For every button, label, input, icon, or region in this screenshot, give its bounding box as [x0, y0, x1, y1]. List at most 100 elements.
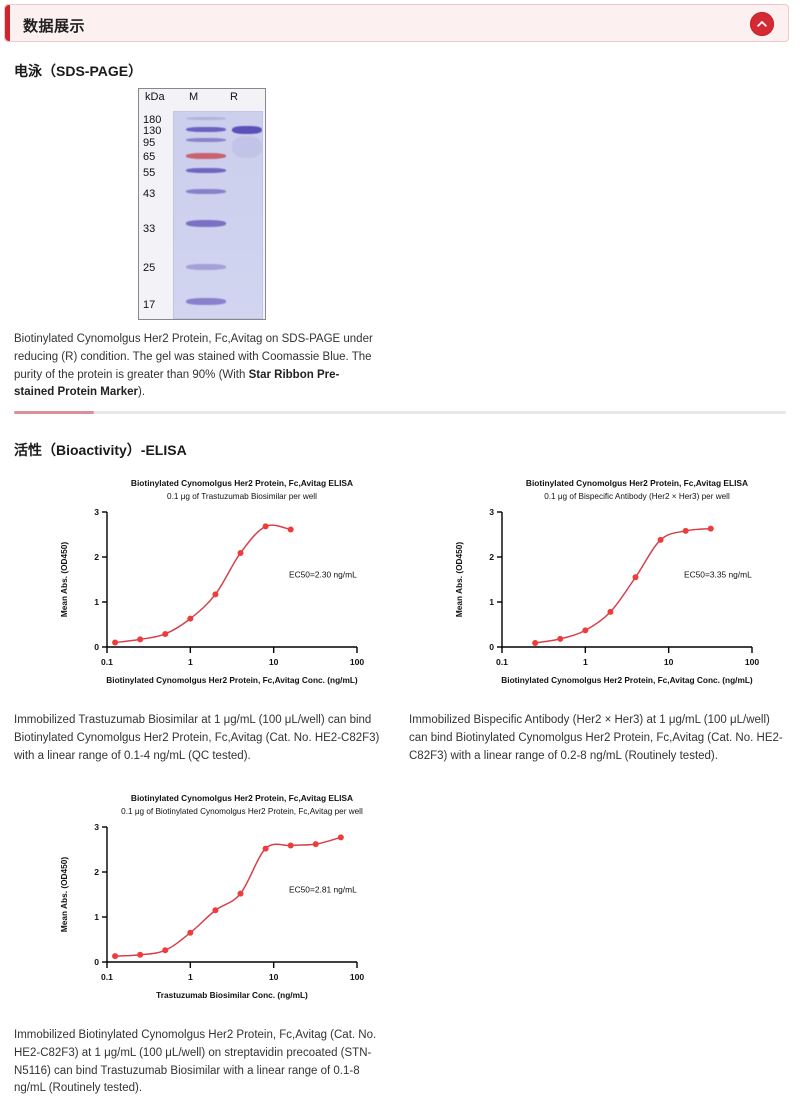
chart-subtitle: 0.1 μg of Bispecific Antibody (Her2 × He…	[544, 492, 730, 501]
y-tick-label: 0	[94, 642, 99, 652]
gel-lane-header-marker: M	[189, 91, 199, 103]
gel-band-sample-main	[232, 126, 262, 134]
mw-label-55: 55	[143, 167, 156, 179]
x-tick-label: 0.1	[101, 972, 113, 982]
x-tick-label: 100	[350, 972, 365, 982]
fit-curve	[535, 527, 711, 644]
y-tick-label: 3	[94, 822, 99, 832]
gel-band-marker-95	[186, 138, 226, 142]
ec50-annotation: EC50=3.35 ng/mL	[684, 569, 752, 579]
elisa-plot-svg: Biotinylated Cynomolgus Her2 Protein, Fc…	[59, 793, 365, 1000]
gel-lanes	[173, 111, 263, 319]
data-point	[212, 907, 219, 914]
x-tick-label: 10	[269, 657, 279, 667]
mw-label-33: 33	[143, 223, 156, 235]
x-tick-label: 100	[350, 657, 365, 667]
gel-band-marker-25	[186, 264, 226, 270]
data-point	[187, 615, 194, 622]
data-point	[137, 636, 144, 643]
data-point	[557, 635, 564, 642]
section-divider	[14, 411, 786, 414]
chevron-up-icon	[757, 21, 767, 27]
data-point	[112, 639, 119, 646]
data-point	[682, 527, 689, 534]
y-tick-label: 1	[489, 597, 494, 607]
y-tick-label: 1	[94, 597, 99, 607]
x-tick-label: 0.1	[101, 657, 113, 667]
sds-page-gel-image: kDa M R 180 130 95 65 55 43 33 25 17	[138, 88, 266, 320]
data-point	[237, 890, 244, 897]
x-tick-label: 0.1	[496, 657, 508, 667]
gel-caption-text: Biotinylated Cynomolgus Her2 Protein, Fc…	[14, 333, 373, 381]
y-tick-label: 0	[489, 642, 494, 652]
divider-accent-segment	[14, 411, 94, 414]
data-point	[532, 639, 539, 646]
gel-band-marker-130	[186, 127, 226, 132]
chart-title: Biotinylated Cynomolgus Her2 Protein, Fc…	[131, 793, 353, 803]
elisa-plot-svg: Biotinylated Cynomolgus Her2 Protein, Fc…	[454, 478, 760, 685]
y-axis-label: Mean Abs. (OD450)	[454, 542, 464, 618]
y-axis-label: Mean Abs. (OD450)	[59, 542, 69, 618]
data-point	[112, 953, 119, 960]
y-tick-label: 1	[94, 912, 99, 922]
chart-title: Biotinylated Cynomolgus Her2 Protein, Fc…	[131, 478, 353, 488]
data-point	[287, 842, 294, 849]
panel-header: 数据展示	[4, 4, 789, 42]
x-tick-label: 100	[745, 657, 760, 667]
y-tick-label: 3	[489, 507, 494, 517]
elisa-chart-2: Biotinylated Cynomolgus Her2 Protein, Fc…	[440, 470, 800, 685]
mw-label-65: 65	[143, 151, 156, 163]
header-accent-bar	[5, 5, 10, 41]
gel-band-marker-180	[186, 117, 226, 120]
fit-curve	[115, 836, 342, 957]
gel-band-marker-17	[186, 298, 226, 305]
section-heading-bioactivity: 活性（Bioactivity）-ELISA	[14, 442, 187, 458]
data-point	[237, 549, 244, 556]
elisa-chart-3: Biotinylated Cynomolgus Her2 Protein, Fc…	[45, 785, 405, 1000]
data-point	[632, 574, 639, 581]
gel-lane-header-kda: kDa	[145, 91, 165, 103]
data-point	[162, 947, 169, 954]
elisa-caption-3: Immobilized Biotinylated Cynomolgus Her2…	[14, 1029, 377, 1095]
x-tick-label: 10	[664, 657, 674, 667]
mw-label-25: 25	[143, 262, 156, 274]
data-point	[287, 526, 294, 533]
data-point	[262, 845, 269, 852]
elisa-caption-2: Immobilized Bispecific Antibody (Her2 × …	[409, 714, 783, 762]
mw-label-43: 43	[143, 188, 156, 200]
y-tick-label: 2	[489, 552, 494, 562]
mw-label-17: 17	[143, 299, 156, 311]
chart-title: Biotinylated Cynomolgus Her2 Protein, Fc…	[526, 478, 748, 488]
gel-lane-header-reducing: R	[230, 91, 238, 103]
collapse-panel-button[interactable]	[750, 12, 774, 36]
x-tick-label: 1	[188, 657, 193, 667]
elisa-plot-svg: Biotinylated Cynomolgus Her2 Protein, Fc…	[59, 478, 365, 685]
y-axis-label: Mean Abs. (OD450)	[59, 857, 69, 933]
x-axis-label: Biotinylated Cynomolgus Her2 Protein, Fc…	[501, 675, 753, 685]
y-tick-label: 2	[94, 867, 99, 877]
mw-label-95: 95	[143, 137, 156, 149]
mw-label-130: 130	[143, 125, 162, 137]
gel-caption-tail: ).	[137, 386, 146, 399]
data-point	[162, 630, 169, 637]
elisa-caption-1: Immobilized Trastuzumab Biosimilar at 1 …	[14, 714, 380, 762]
elisa-chart-1: Biotinylated Cynomolgus Her2 Protein, Fc…	[45, 470, 405, 685]
data-point	[187, 929, 194, 936]
fit-curve	[114, 524, 291, 644]
x-axis-label: Biotinylated Cynomolgus Her2 Protein, Fc…	[106, 675, 358, 685]
data-point	[312, 841, 319, 848]
y-tick-label: 3	[94, 507, 99, 517]
data-point	[607, 608, 614, 615]
ec50-annotation: EC50=2.30 ng/mL	[289, 569, 357, 579]
gel-caption: Biotinylated Cynomolgus Her2 Protein, Fc…	[14, 331, 378, 402]
gel-band-marker-43	[186, 189, 226, 194]
x-tick-label: 1	[188, 972, 193, 982]
ec50-annotation: EC50=2.81 ng/mL	[289, 884, 357, 894]
gel-band-marker-65	[186, 153, 226, 159]
page-title: 数据展示	[23, 18, 86, 35]
data-point	[707, 525, 714, 532]
x-axis-label: Trastuzumab Biosimilar Conc. (ng/mL)	[156, 990, 308, 1000]
data-point	[212, 591, 219, 598]
data-point	[137, 951, 144, 958]
